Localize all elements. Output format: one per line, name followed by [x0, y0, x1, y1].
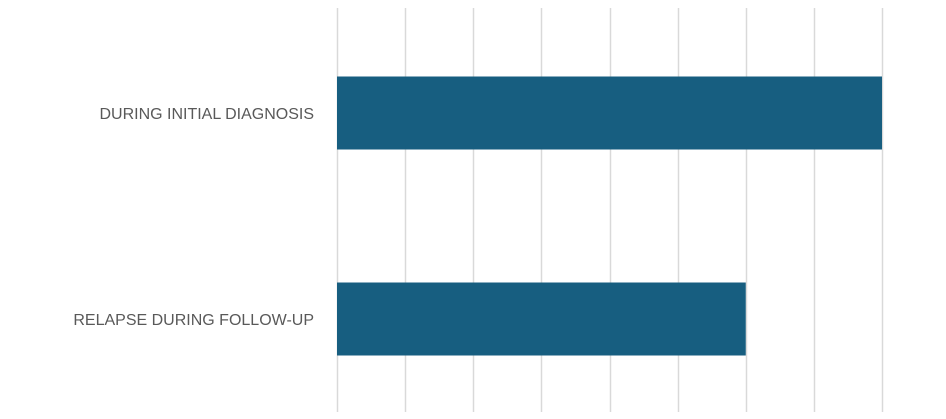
- gridlines: [336, 8, 884, 412]
- bar-relapse-during-follow-up: [337, 282, 746, 356]
- category-label-0: DURING INITIAL DIAGNOSIS: [99, 106, 314, 123]
- bar-during-initial-diagnosis: [337, 76, 882, 150]
- category-labels: DURING INITIAL DIAGNOSIS RELAPSE DURING F…: [73, 106, 314, 329]
- category-label-1: RELAPSE DURING FOLLOW-UP: [73, 312, 314, 329]
- bars: [337, 76, 882, 356]
